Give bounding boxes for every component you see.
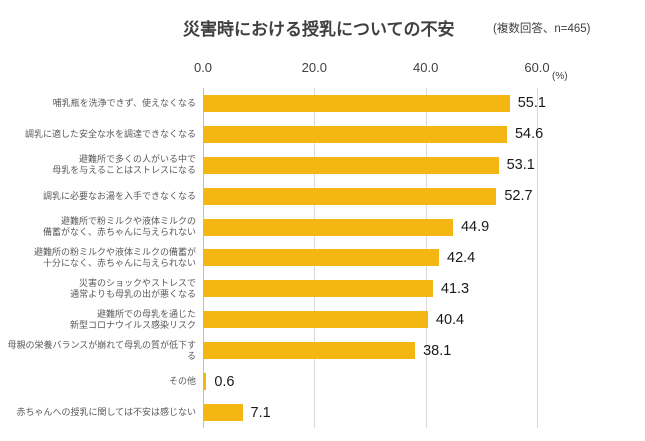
value-label: 40.4 [435, 311, 465, 328]
category-label: 災害のショックやストレスで 通常よりも母乳の出が悪くなる [70, 277, 196, 299]
chart-row: その他 0.6 [0, 366, 645, 397]
chart-note: (複数回答、n=465) [493, 23, 591, 35]
bar [203, 311, 428, 329]
x-axis: 0.0 20.0 40.0 60.0 [0, 60, 645, 78]
value-label: 42.4 [447, 249, 476, 266]
category-label: 避難所で粉ミルクや液体ミルクの 備蓄がなく、赤ちゃんに与えられない [42, 216, 196, 238]
chart-row: 母親の栄養バランスが崩れて母乳の質が低下する 38.1 [0, 335, 645, 366]
category-label: 赤ちゃんへの授乳に関しては不安は感じない [16, 407, 196, 418]
bar [203, 125, 507, 143]
bar [203, 187, 497, 205]
bar [203, 94, 510, 112]
category-label: 母親の栄養バランスが崩れて母乳の質が低下する [7, 339, 196, 361]
value-label: 0.6 [214, 373, 235, 390]
x-tick-label: 20.0 [301, 60, 327, 75]
value-label: 38.1 [423, 342, 452, 359]
bar-rows: 哺乳瓶を洗浄できず、使えなくなる 55.1 調乳に適した安全な水を調達できなくなる 5… [0, 88, 645, 428]
bar [203, 156, 499, 174]
axis-unit-label: (%) [552, 71, 568, 82]
bar [203, 249, 440, 267]
chart-row: 赤ちゃんへの授乳に関しては不安は感じない 7.1 [0, 397, 645, 428]
value-label: 44.9 [460, 219, 490, 236]
category-label: その他 [168, 376, 196, 387]
value-label: 55.1 [517, 95, 546, 112]
chart-row: 避難所の粉ミルクや液体ミルクの備蓄が 十分になく、赤ちゃんに与えられない 42.4 [0, 243, 645, 274]
category-label: 哺乳瓶を洗浄できず、使えなくなる [52, 97, 196, 108]
value-label: 53.1 [506, 157, 535, 174]
category-label: 調乳に適した安全な水を調達できなくなる [24, 128, 196, 139]
bar [203, 373, 207, 391]
chart-row: 哺乳瓶を洗浄できず、使えなくなる 55.1 [0, 88, 645, 119]
category-label: 避難所での母乳を通じた 新型コロナウイルス感染リスク [69, 308, 196, 330]
chart-title: 災害時における授乳についての不安 [183, 20, 455, 39]
bar [203, 404, 243, 422]
chart-row: 調乳に必要なお湯を入手できなくなる 52.7 [0, 181, 645, 212]
chart-row: 避難所での母乳を通じた 新型コロナウイルス感染リスク 40.4 [0, 304, 645, 335]
x-tick-label: 0.0 [193, 60, 213, 75]
value-label: 7.1 [250, 404, 271, 421]
chart-row: 避難所で粉ミルクや液体ミルクの 備蓄がなく、赤ちゃんに与えられない 44.9 [0, 212, 645, 243]
bar [203, 218, 453, 236]
value-label: 54.6 [514, 126, 544, 143]
category-label: 避難所の粉ミルクや液体ミルクの備蓄が 十分になく、赤ちゃんに与えられない [33, 246, 196, 268]
category-label: 調乳に必要なお湯を入手できなくなる [42, 190, 196, 201]
chart-row: 災害のショックやストレスで 通常よりも母乳の出が悪くなる 41.3 [0, 273, 645, 304]
bar [203, 342, 416, 360]
value-label: 41.3 [440, 280, 470, 297]
bar [203, 280, 433, 298]
chart-row: 避難所で多くの人がいる中で 母乳を与えることはストレスになる 53.1 [0, 150, 645, 181]
x-tick-label: 40.0 [413, 60, 439, 75]
gridline [537, 88, 538, 428]
value-label: 52.7 [504, 188, 533, 205]
x-tick-label: 60.0 [524, 60, 550, 75]
category-label: 避難所で多くの人がいる中で 母乳を与えることはストレスになる [52, 154, 196, 176]
chart-row: 調乳に適した安全な水を調達できなくなる 54.6 [0, 119, 645, 150]
plot-area: 哺乳瓶を洗浄できず、使えなくなる 55.1 調乳に適した安全な水を調達できなくなる 5… [0, 88, 645, 428]
